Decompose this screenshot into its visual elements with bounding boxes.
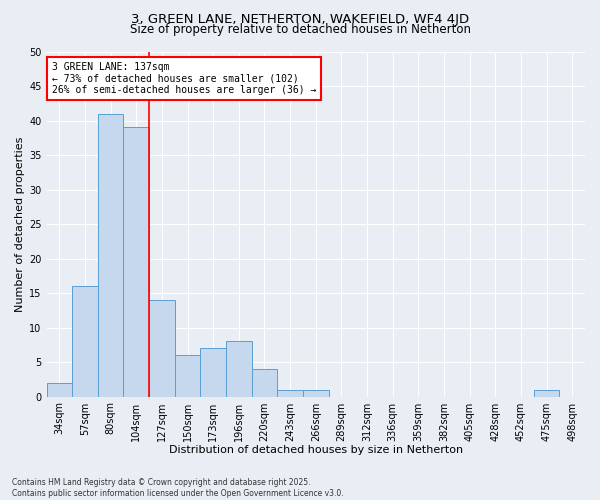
Text: 3, GREEN LANE, NETHERTON, WAKEFIELD, WF4 4JD: 3, GREEN LANE, NETHERTON, WAKEFIELD, WF4… xyxy=(131,12,469,26)
Bar xyxy=(47,383,72,396)
Bar xyxy=(72,286,98,397)
Y-axis label: Number of detached properties: Number of detached properties xyxy=(15,136,25,312)
Bar xyxy=(149,300,175,396)
Bar xyxy=(200,348,226,397)
Text: Contains HM Land Registry data © Crown copyright and database right 2025.
Contai: Contains HM Land Registry data © Crown c… xyxy=(12,478,344,498)
Bar xyxy=(226,342,251,396)
Bar xyxy=(251,369,277,396)
Text: 3 GREEN LANE: 137sqm
← 73% of detached houses are smaller (102)
26% of semi-deta: 3 GREEN LANE: 137sqm ← 73% of detached h… xyxy=(52,62,316,95)
Bar xyxy=(534,390,559,396)
Bar xyxy=(175,355,200,397)
Bar xyxy=(303,390,329,396)
Bar xyxy=(98,114,124,397)
Bar xyxy=(124,128,149,396)
Text: Size of property relative to detached houses in Netherton: Size of property relative to detached ho… xyxy=(130,22,470,36)
X-axis label: Distribution of detached houses by size in Netherton: Distribution of detached houses by size … xyxy=(169,445,463,455)
Bar xyxy=(277,390,303,396)
